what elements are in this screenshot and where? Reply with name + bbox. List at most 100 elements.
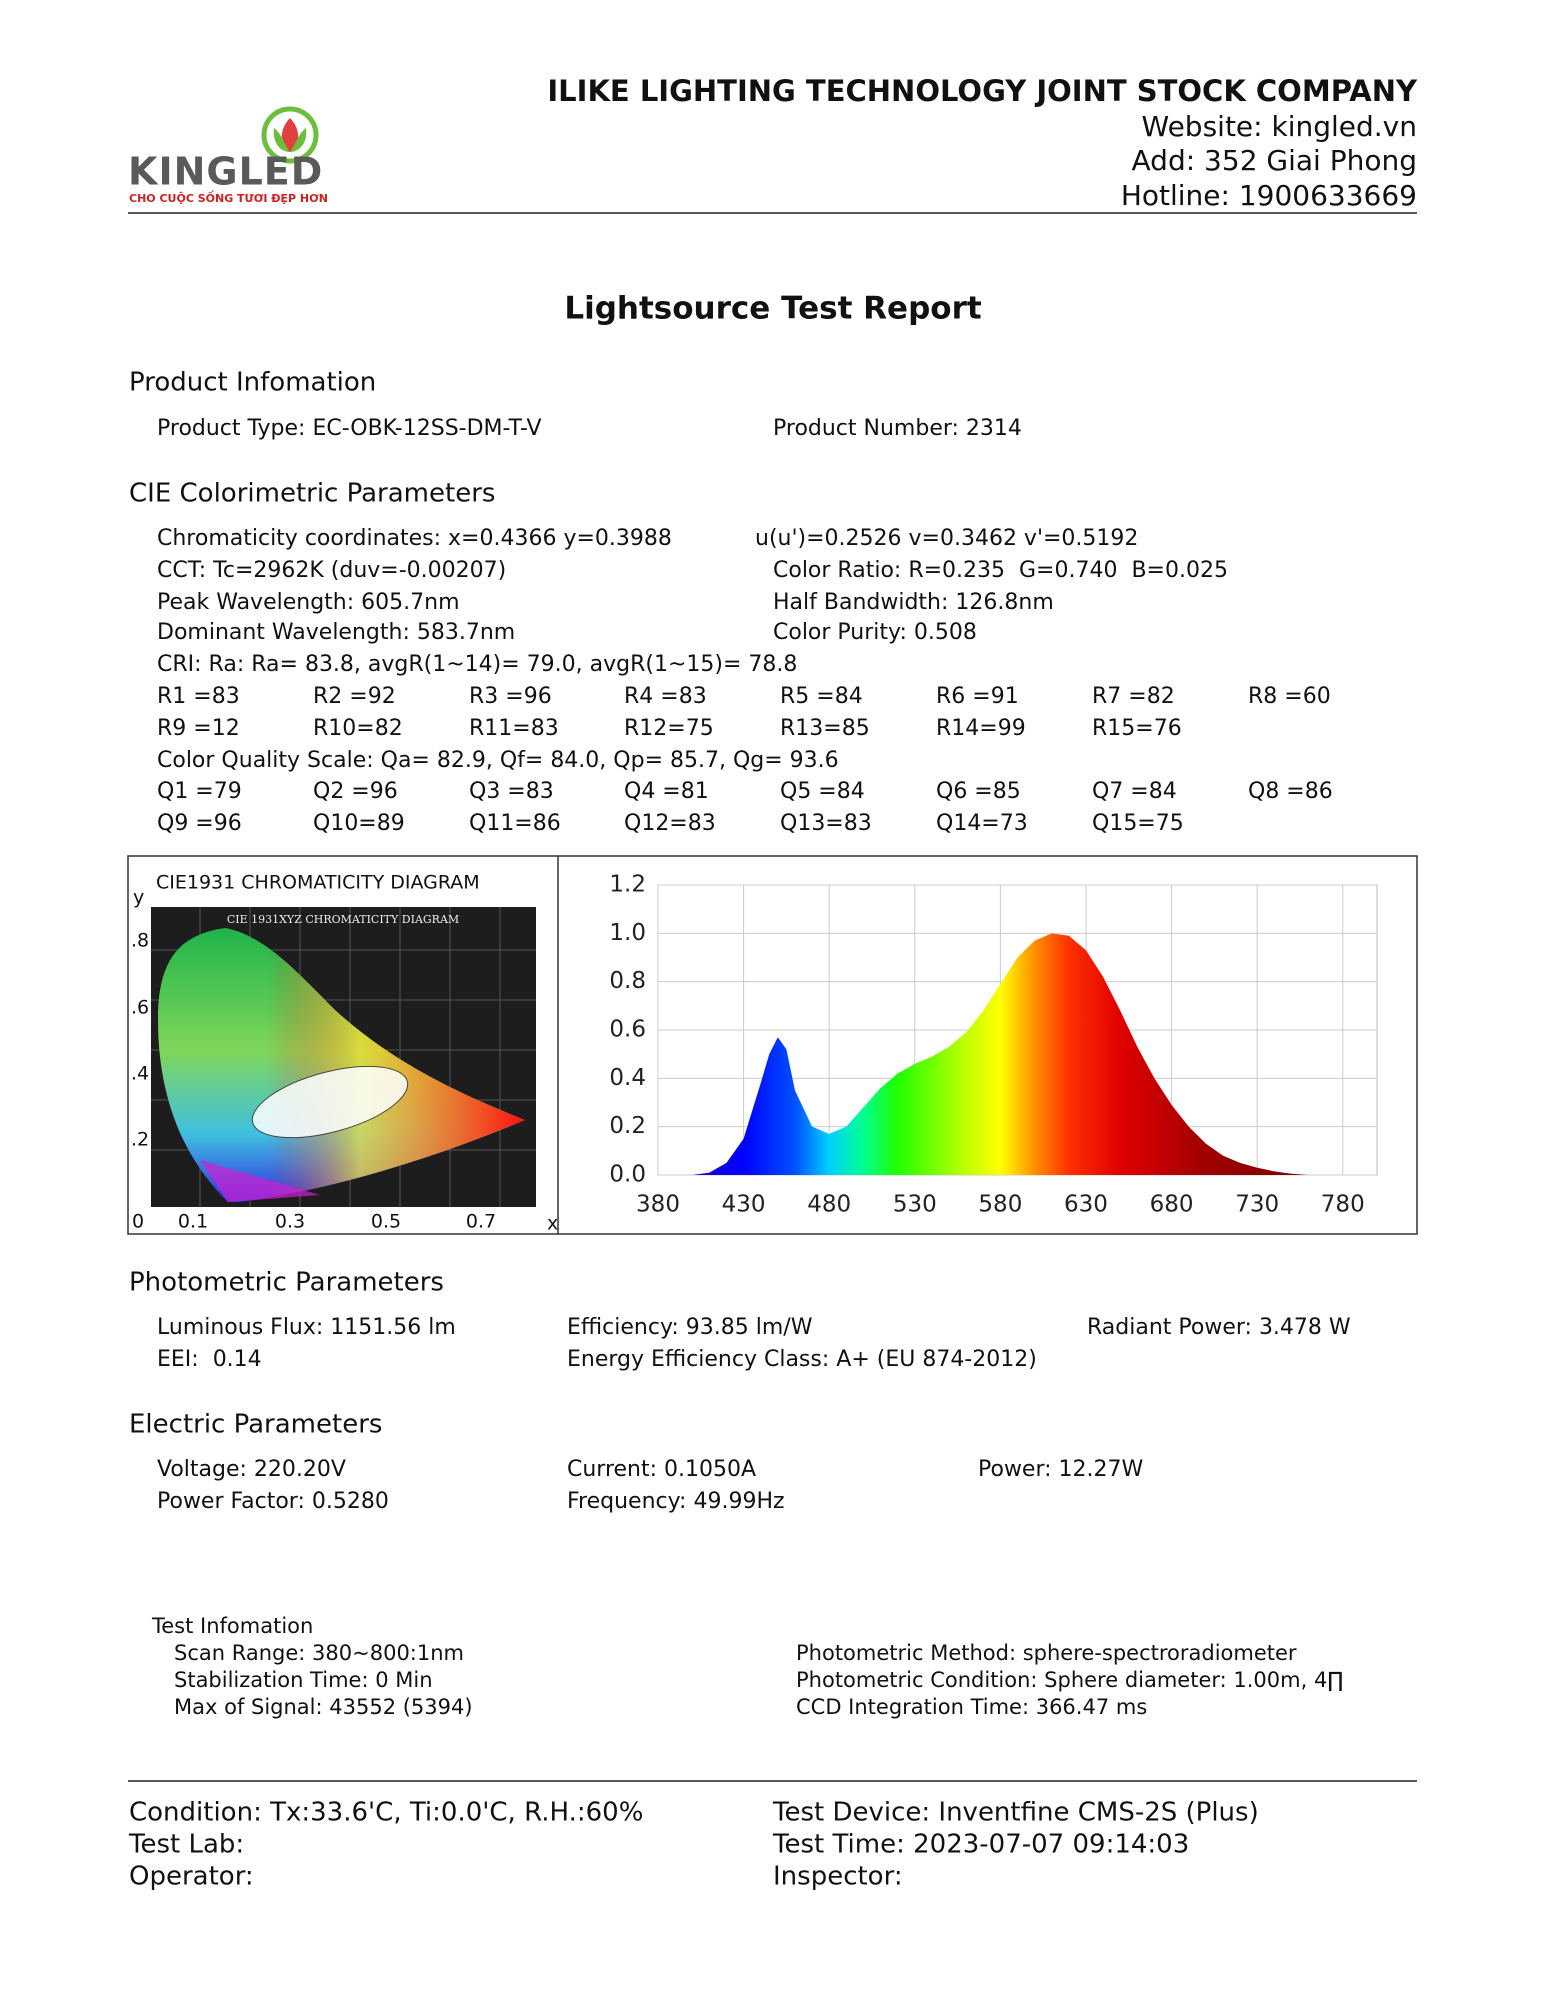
spectrum-area [658, 933, 1343, 1175]
section-heading: Product Infomation [129, 368, 376, 398]
field: Color Purity: 0.508 [773, 620, 977, 645]
logo-text: KINGLED [128, 150, 323, 194]
cie-title: CIE1931 CHROMATICITY DIAGRAM [156, 872, 480, 894]
q-value: Q15=75 [1092, 811, 1184, 836]
y-tick-label: 1.2 [609, 872, 646, 898]
x-tick-label: 480 [807, 1192, 851, 1218]
section-heading: CIE Colorimetric Parameters [129, 479, 495, 509]
field: CCT: Tc=2962K (duv=-0.00207) [157, 558, 506, 583]
footer-field: Test Time: 2023-07-07 09:14:03 [772, 1830, 1189, 1860]
r-value: R5 =84 [780, 684, 863, 709]
y-tick-label: 0.4 [609, 1065, 646, 1091]
company-address: Add: 352 Giai Phong [1132, 144, 1417, 177]
r-value: R10=82 [313, 716, 403, 741]
r-value: R14=99 [936, 716, 1026, 741]
field: Max of Signal: 43552 (5394) [174, 1695, 473, 1719]
q-value: Q13=83 [780, 811, 872, 836]
cie-axis-label: x [547, 1213, 558, 1235]
y-tick-label: 0.8 [609, 968, 646, 994]
footer-field: Inspector: [773, 1862, 903, 1892]
cie-tick: 0.5 [371, 1211, 401, 1233]
r-value: R3 =96 [469, 684, 552, 709]
x-tick-label: 680 [1150, 1192, 1194, 1218]
cie-tick: 0.7 [466, 1211, 496, 1233]
q-value: Q9 =96 [157, 811, 242, 836]
section-heading: Electric Parameters [129, 1410, 382, 1440]
x-tick-label: 780 [1321, 1192, 1365, 1218]
cie-tick: .4 [131, 1063, 149, 1085]
field: Power: 12.27W [978, 1457, 1144, 1482]
field: Product Number: 2314 [773, 416, 1022, 441]
section-heading: Photometric Parameters [129, 1268, 444, 1298]
q-value: Q7 =84 [1092, 779, 1177, 804]
y-tick-label: 0.6 [609, 1017, 646, 1043]
r-value: R4 =83 [624, 684, 707, 709]
r-value: R15=76 [1092, 716, 1182, 741]
x-tick-label: 730 [1235, 1192, 1279, 1218]
field: Dominant Wavelength: 583.7nm [157, 620, 515, 645]
q-value: Q5 =84 [780, 779, 865, 804]
field: Product Type: EC-OBK-12SS-DM-T-V [157, 416, 542, 441]
r-value: R8 =60 [1248, 684, 1331, 709]
footer-field: Test Lab: [128, 1830, 244, 1860]
field: Voltage: 220.20V [157, 1457, 346, 1482]
field: Frequency: 49.99Hz [567, 1489, 785, 1514]
r-value: R12=75 [624, 716, 714, 741]
r-value: R6 =91 [936, 684, 1019, 709]
field: u(u')=0.2526 v=0.3462 v'=0.5192 [755, 526, 1138, 551]
cie-tick: .8 [131, 930, 149, 952]
field: Stabilization Time: 0 Min [174, 1668, 433, 1692]
footer-field: Test Device: Inventfine CMS-2S (Plus) [772, 1798, 1259, 1828]
field: Color Ratio: R=0.235 G=0.740 B=0.025 [773, 558, 1228, 583]
q-value: Q12=83 [624, 811, 716, 836]
field: Color Quality Scale: Qa= 82.9, Qf= 84.0,… [157, 748, 839, 773]
field: Efficiency: 93.85 lm/W [567, 1315, 813, 1340]
r-value: R9 =12 [157, 716, 240, 741]
x-tick-label: 630 [1064, 1192, 1108, 1218]
q-value: Q11=86 [469, 811, 561, 836]
field: Half Bandwidth: 126.8nm [773, 590, 1054, 615]
q-value: Q8 =86 [1248, 779, 1333, 804]
field: Photometric Condition: Sphere diameter: … [796, 1668, 1343, 1692]
cie-tick: 0 [132, 1211, 144, 1233]
field: Peak Wavelength: 605.7nm [157, 590, 460, 615]
field: Energy Efficiency Class: A+ (EU 874-2012… [567, 1347, 1037, 1372]
q-value: Q2 =96 [313, 779, 398, 804]
q-value: Q1 =79 [157, 779, 242, 804]
q-value: Q6 =85 [936, 779, 1021, 804]
q-value: Q4 =81 [624, 779, 709, 804]
logo: KINGLED CHO CUỘC SỐNG TƯƠI ĐẸP HƠN [128, 106, 328, 205]
company-website: Website: kingled.vn [1142, 110, 1417, 143]
report-title: Lightsource Test Report [564, 291, 982, 327]
cie-image-title: CIE 1931XYZ CHROMATICITY DIAGRAM [227, 913, 459, 926]
field: Power Factor: 0.5280 [157, 1489, 389, 1514]
x-tick-label: 430 [722, 1192, 766, 1218]
company-name: ILIKE LIGHTING TECHNOLOGY JOINT STOCK CO… [547, 74, 1418, 108]
cie-tick: .6 [131, 997, 149, 1019]
chart-box [127, 855, 1418, 1235]
r-value: R7 =82 [1092, 684, 1175, 709]
cie-tick: 0.1 [178, 1211, 208, 1233]
field: Luminous Flux: 1151.56 lm [157, 1315, 456, 1340]
cie-tick: .2 [131, 1129, 149, 1151]
section-heading: Test Infomation [151, 1614, 313, 1638]
company-hotline: Hotline: 1900633669 [1121, 179, 1417, 212]
field: EEI: 0.14 [157, 1347, 262, 1372]
y-tick-label: 0.2 [609, 1113, 646, 1139]
footer-field: Condition: Tx:33.6'C, Ti:0.0'C, R.H.:60% [129, 1798, 643, 1828]
x-tick-label: 530 [893, 1192, 937, 1218]
q-value: Q14=73 [936, 811, 1028, 836]
field: Photometric Method: sphere-spectroradiom… [796, 1641, 1297, 1665]
field: Chromaticity coordinates: x=0.4366 y=0.3… [157, 526, 672, 551]
x-tick-label: 580 [978, 1192, 1022, 1218]
cie-tick: 0.3 [275, 1211, 305, 1233]
q-value: Q3 =83 [469, 779, 554, 804]
field: CCD Integration Time: 366.47 ms [796, 1695, 1147, 1719]
x-tick-label: 380 [636, 1192, 680, 1218]
r-value: R2 =92 [313, 684, 396, 709]
y-tick-label: 1.0 [609, 920, 646, 946]
cie-image: CIE 1931XYZ CHROMATICITY DIAGRAM [151, 907, 536, 1207]
field: Radiant Power: 3.478 W [1087, 1315, 1351, 1340]
q-value: Q10=89 [313, 811, 405, 836]
